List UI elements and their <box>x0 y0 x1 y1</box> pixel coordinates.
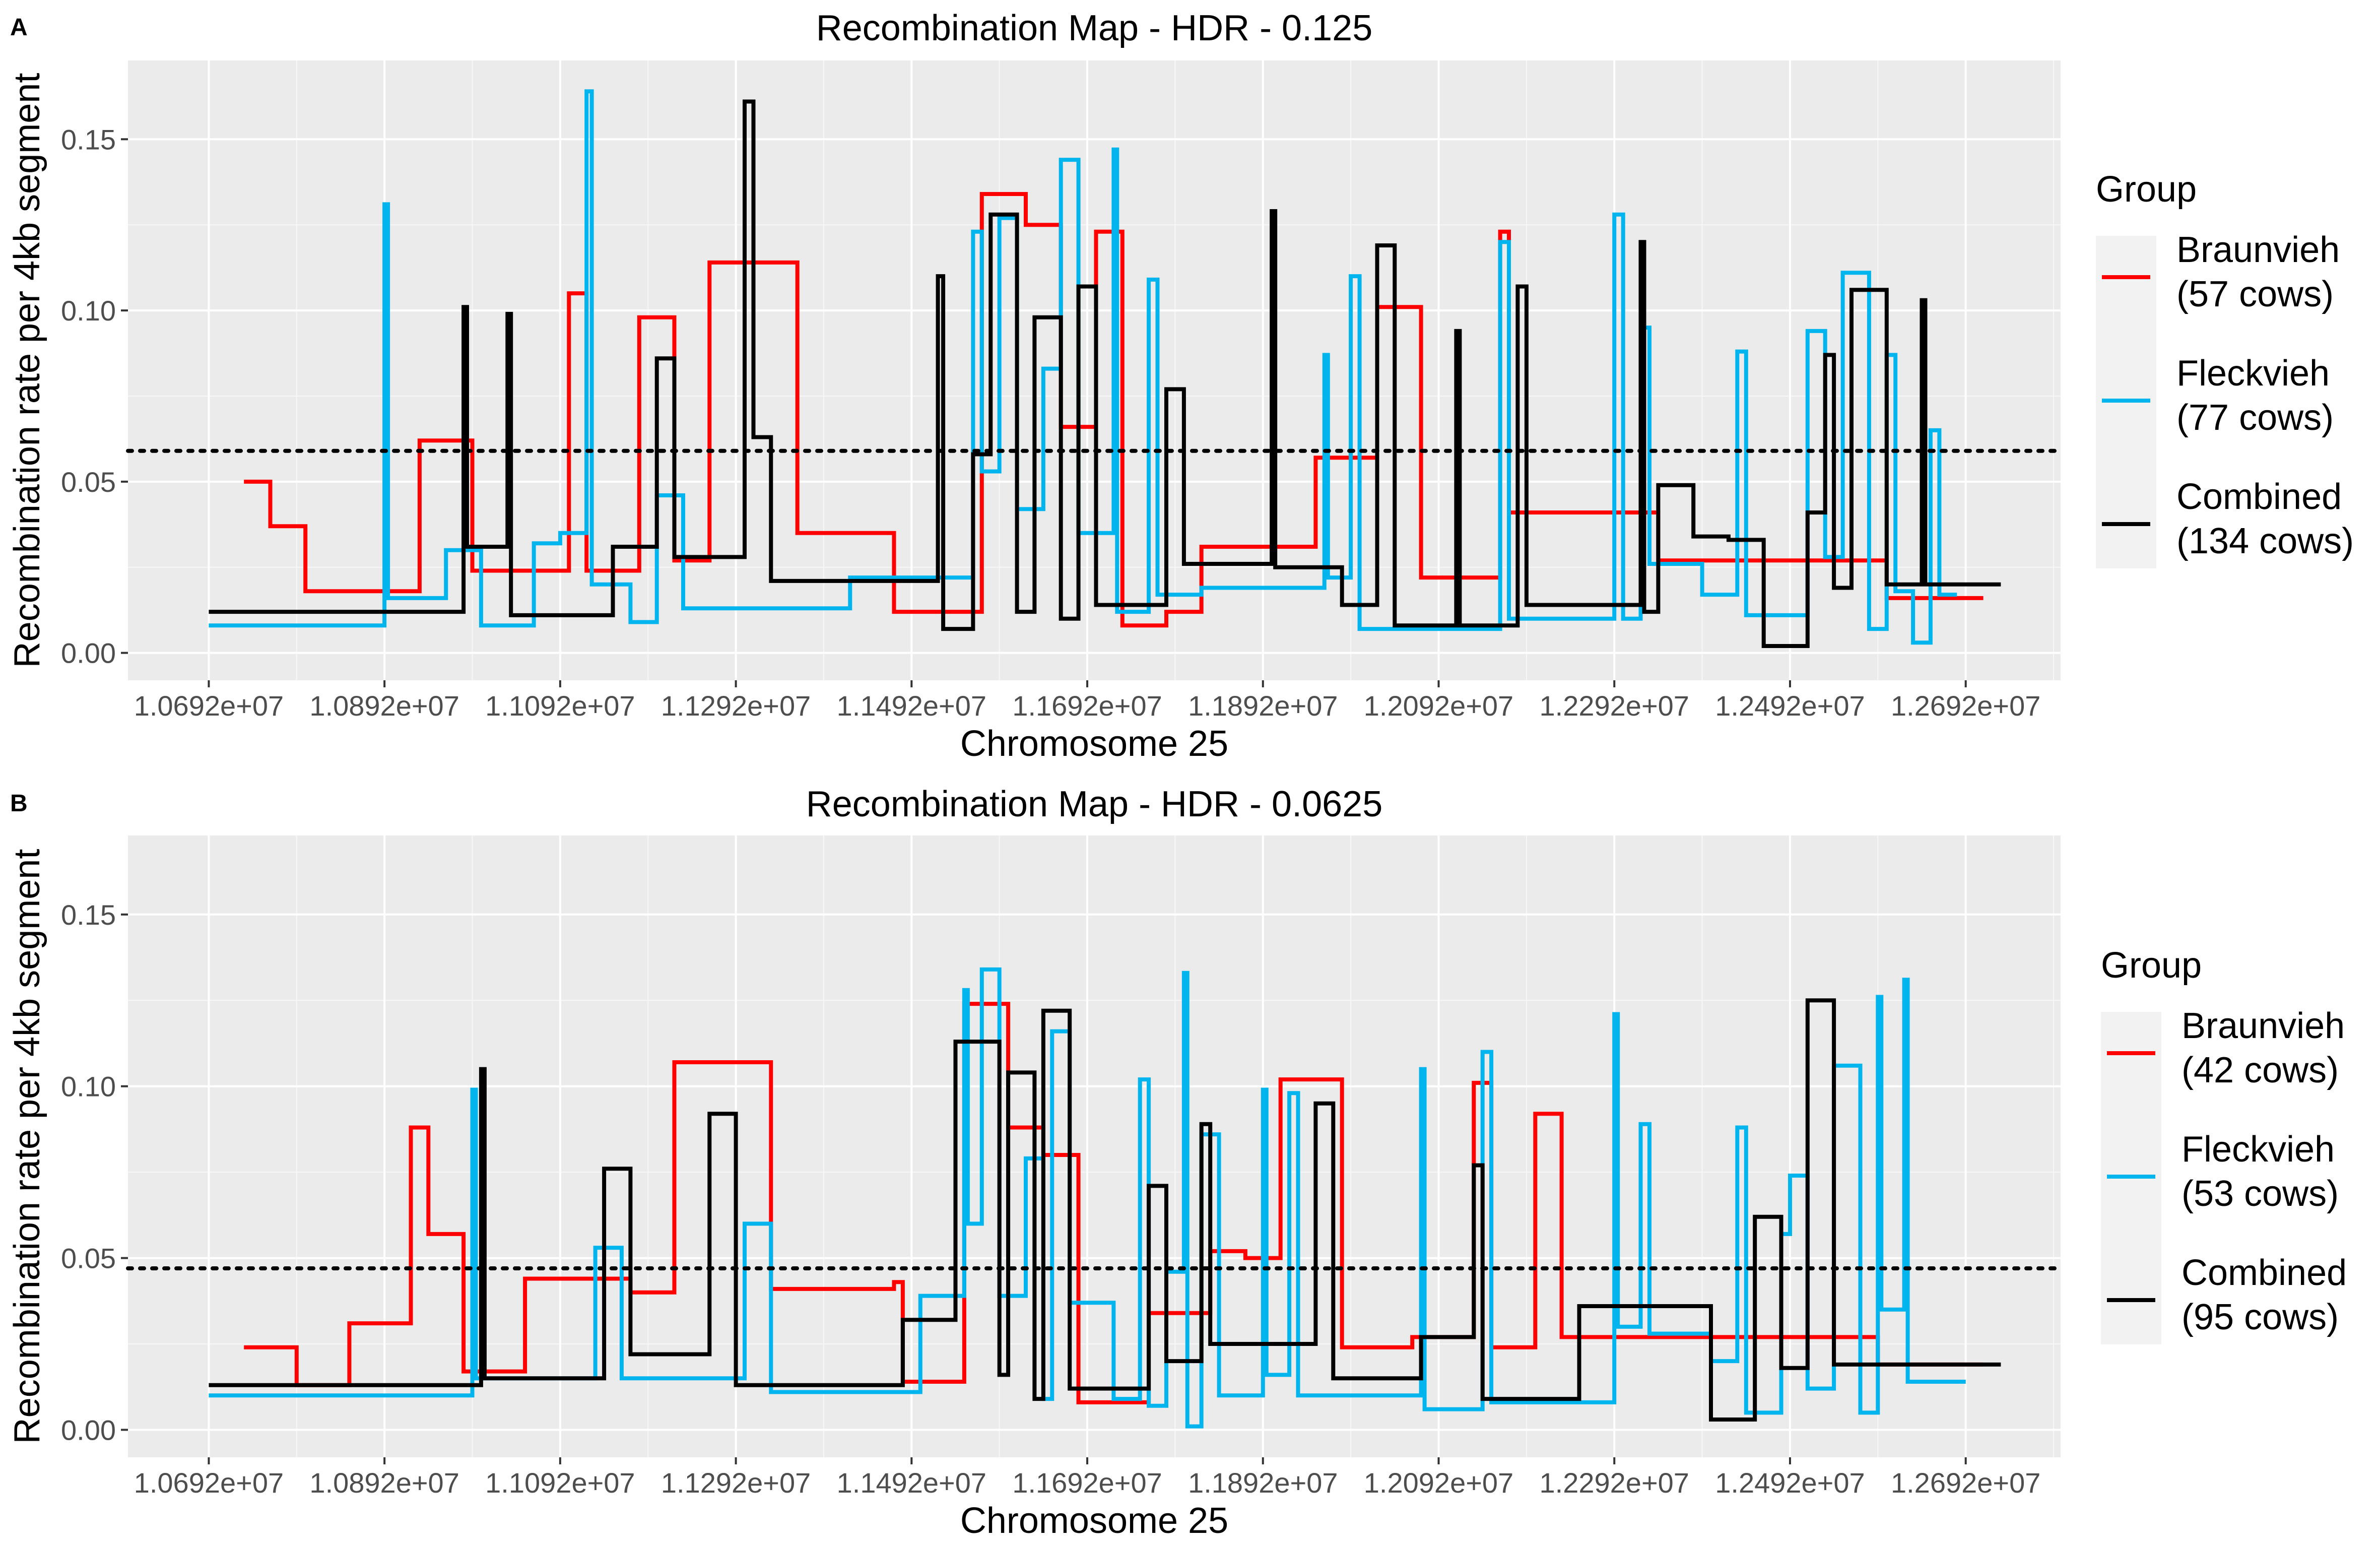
x-tick-label: 1.1292e+07 <box>661 690 811 722</box>
x-tick-label: 1.2692e+07 <box>1891 1467 2040 1499</box>
panel-label: B <box>10 790 28 817</box>
legend-label: Braunvieh <box>2176 230 2340 270</box>
y-tick-label: 0.05 <box>61 466 116 498</box>
x-tick-label: 1.2292e+07 <box>1540 1467 1689 1499</box>
legend-label: Fleckvieh <box>2181 1129 2335 1170</box>
y-tick-label: 0.10 <box>61 295 116 327</box>
x-axis-title: Chromosome 25 <box>960 724 1228 764</box>
y-tick-label: 0.00 <box>61 1414 116 1446</box>
chart-panel-b: B Recombination Map - HDR - 0.0625 0.00 0.0… <box>7 784 2347 1541</box>
x-tick-label: 1.1692e+07 <box>1012 1467 1162 1499</box>
x-tick-label: 1.2092e+07 <box>1364 1467 1513 1499</box>
legend-sublabel: (53 cows) <box>2181 1174 2339 1214</box>
y-axis-title: Recombination rate per 4kb segment <box>7 849 47 1444</box>
legend-title: Group <box>2101 945 2202 986</box>
y-axis-title: Recombination rate per 4kb segment <box>7 73 47 668</box>
legend-sublabel: (95 cows) <box>2181 1297 2339 1337</box>
series-line-combined <box>209 99 2001 648</box>
legend-label: Combined <box>2181 1253 2347 1293</box>
x-tick-label: 1.1892e+07 <box>1188 1467 1338 1499</box>
x-tick-label: 1.0892e+07 <box>309 690 459 722</box>
chart-title: Recombination Map - HDR - 0.125 <box>816 8 1372 48</box>
chart-panel-a: A Recombination Map - HDR - 0.125 0.00 0.05… <box>7 8 2354 764</box>
legend-sublabel: (42 cows) <box>2181 1050 2339 1090</box>
x-axis-title: Chromosome 25 <box>960 1501 1228 1541</box>
x-tick-label: 1.2492e+07 <box>1715 690 1865 722</box>
y-tick-label: 0.10 <box>61 1071 116 1103</box>
legend-label: Combined <box>2176 477 2342 517</box>
x-tick-label: 1.1092e+07 <box>485 690 635 722</box>
series-line-fleckvieh <box>209 967 1966 1429</box>
series-line-combined <box>209 998 2001 1422</box>
x-tick-label: 1.2692e+07 <box>1891 690 2040 722</box>
legend-sublabel: (77 cows) <box>2176 398 2334 438</box>
plot-background <box>128 835 2061 1457</box>
panel-label: A <box>10 14 28 41</box>
legend-sublabel: (134 cows) <box>2176 521 2354 561</box>
y-tick-label: 0.15 <box>61 899 116 931</box>
legend-label: Braunvieh <box>2181 1006 2345 1046</box>
legend-label: Fleckvieh <box>2176 353 2330 394</box>
x-tick-label: 1.0692e+07 <box>134 690 284 722</box>
y-tick-label: 0.00 <box>61 637 116 669</box>
x-tick-label: 1.0692e+07 <box>134 1467 284 1499</box>
x-tick-label: 1.0892e+07 <box>309 1467 459 1499</box>
x-tick-label: 1.1492e+07 <box>837 1467 986 1499</box>
chart-title: Recombination Map - HDR - 0.0625 <box>806 784 1383 824</box>
x-tick-label: 1.1292e+07 <box>661 1467 811 1499</box>
y-tick-label: 0.15 <box>61 123 116 155</box>
legend: Group Braunvieh(57 cows) Fleckvieh(77 cows… <box>2096 169 2354 568</box>
x-tick-label: 1.1092e+07 <box>485 1467 635 1499</box>
legend: Group Braunvieh(42 cows) Fleckvieh(53 cows… <box>2101 945 2347 1344</box>
x-tick-label: 1.1692e+07 <box>1012 690 1162 722</box>
x-tick-label: 1.1892e+07 <box>1188 690 1338 722</box>
legend-title: Group <box>2096 169 2197 210</box>
y-tick-label: 0.05 <box>61 1243 116 1274</box>
x-tick-label: 1.2492e+07 <box>1715 1467 1865 1499</box>
x-tick-label: 1.2292e+07 <box>1540 690 1689 722</box>
x-tick-label: 1.2092e+07 <box>1364 690 1513 722</box>
x-tick-label: 1.1492e+07 <box>837 690 986 722</box>
legend-sublabel: (57 cows) <box>2176 274 2334 314</box>
